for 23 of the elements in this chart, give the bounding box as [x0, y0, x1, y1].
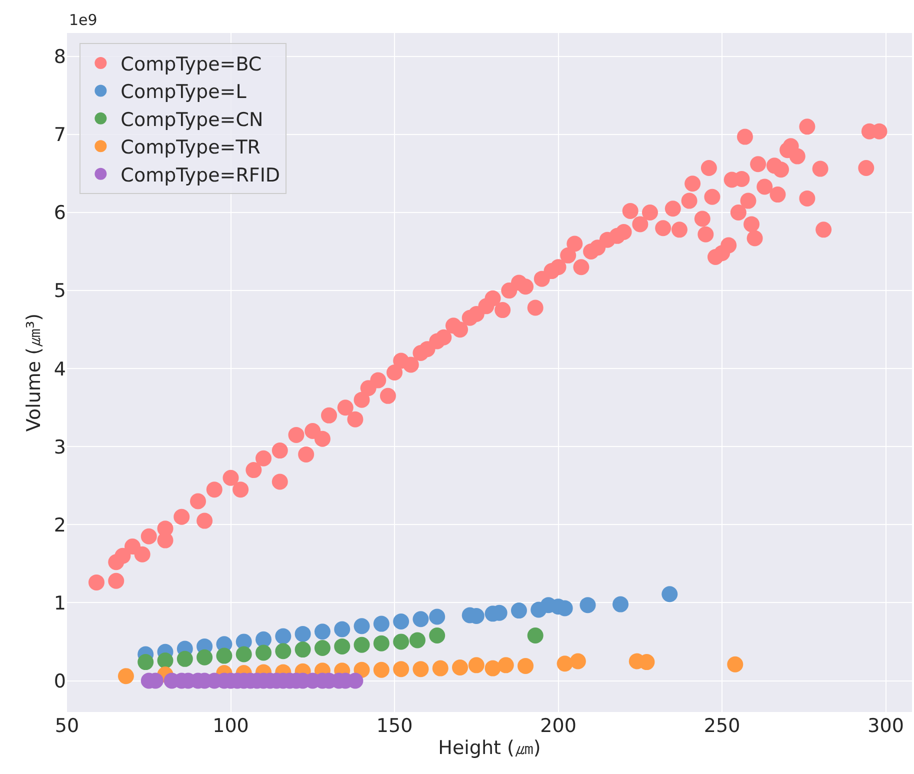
legend-label: CompType=CN: [120, 108, 264, 131]
x-tick-label: 50: [54, 715, 80, 737]
x-tick-label: 300: [868, 715, 904, 737]
y-axis-title: Volume (㎛³): [22, 313, 45, 432]
legend-label: CompType=BC: [120, 53, 262, 76]
x-tick-label: 250: [704, 715, 740, 737]
y-tick-label: 8: [54, 46, 66, 68]
y-tick-label: 2: [54, 514, 66, 536]
y-tick-label: 0: [54, 670, 66, 692]
y-tick-label: 3: [54, 436, 66, 458]
y-tick-label: 7: [54, 124, 66, 146]
x-tick-label: 200: [540, 715, 576, 737]
y-tick-label: 4: [54, 358, 66, 380]
x-axis-title: Height (㎛): [438, 737, 541, 759]
legend-label: CompType=L: [120, 81, 247, 104]
x-tick-label: 100: [212, 715, 249, 737]
legend-label: CompType=TR: [120, 136, 261, 159]
y-tick-label: 6: [54, 202, 66, 224]
x-tick-label: 150: [376, 715, 413, 737]
text: 1e9: [69, 11, 98, 29]
legend-label: CompType=RFID: [120, 164, 280, 186]
y-tick-label: 5: [54, 280, 66, 302]
y-tick-label: 1: [54, 592, 66, 614]
